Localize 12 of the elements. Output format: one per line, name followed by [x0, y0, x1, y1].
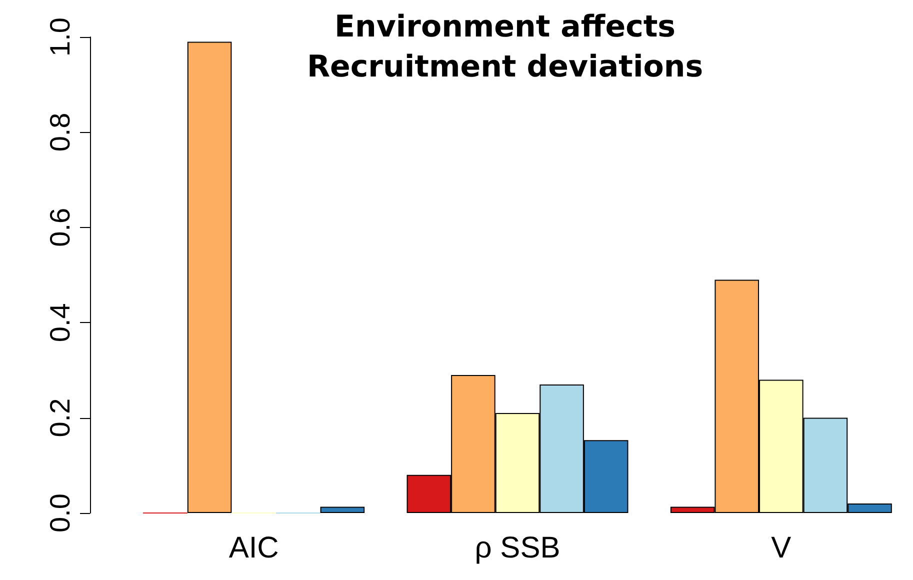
y-tick-label: 0.4: [44, 303, 76, 342]
chart-title: Environment affects Recruitment deviations: [306, 10, 704, 84]
y-tick-label: 1.0: [44, 18, 76, 56]
y-tick-label: 0.8: [44, 112, 76, 152]
bar: [320, 506, 365, 513]
y-tick-label: 0.0: [44, 494, 76, 532]
y-tick-label: 0.2: [44, 398, 76, 438]
y-tick-label: 0.6: [44, 208, 76, 247]
bar: [187, 42, 232, 513]
x-tick-label: ρ SSB: [474, 532, 560, 564]
x-tick-label: AIC: [228, 532, 279, 564]
x-tick-label: V: [771, 532, 792, 564]
